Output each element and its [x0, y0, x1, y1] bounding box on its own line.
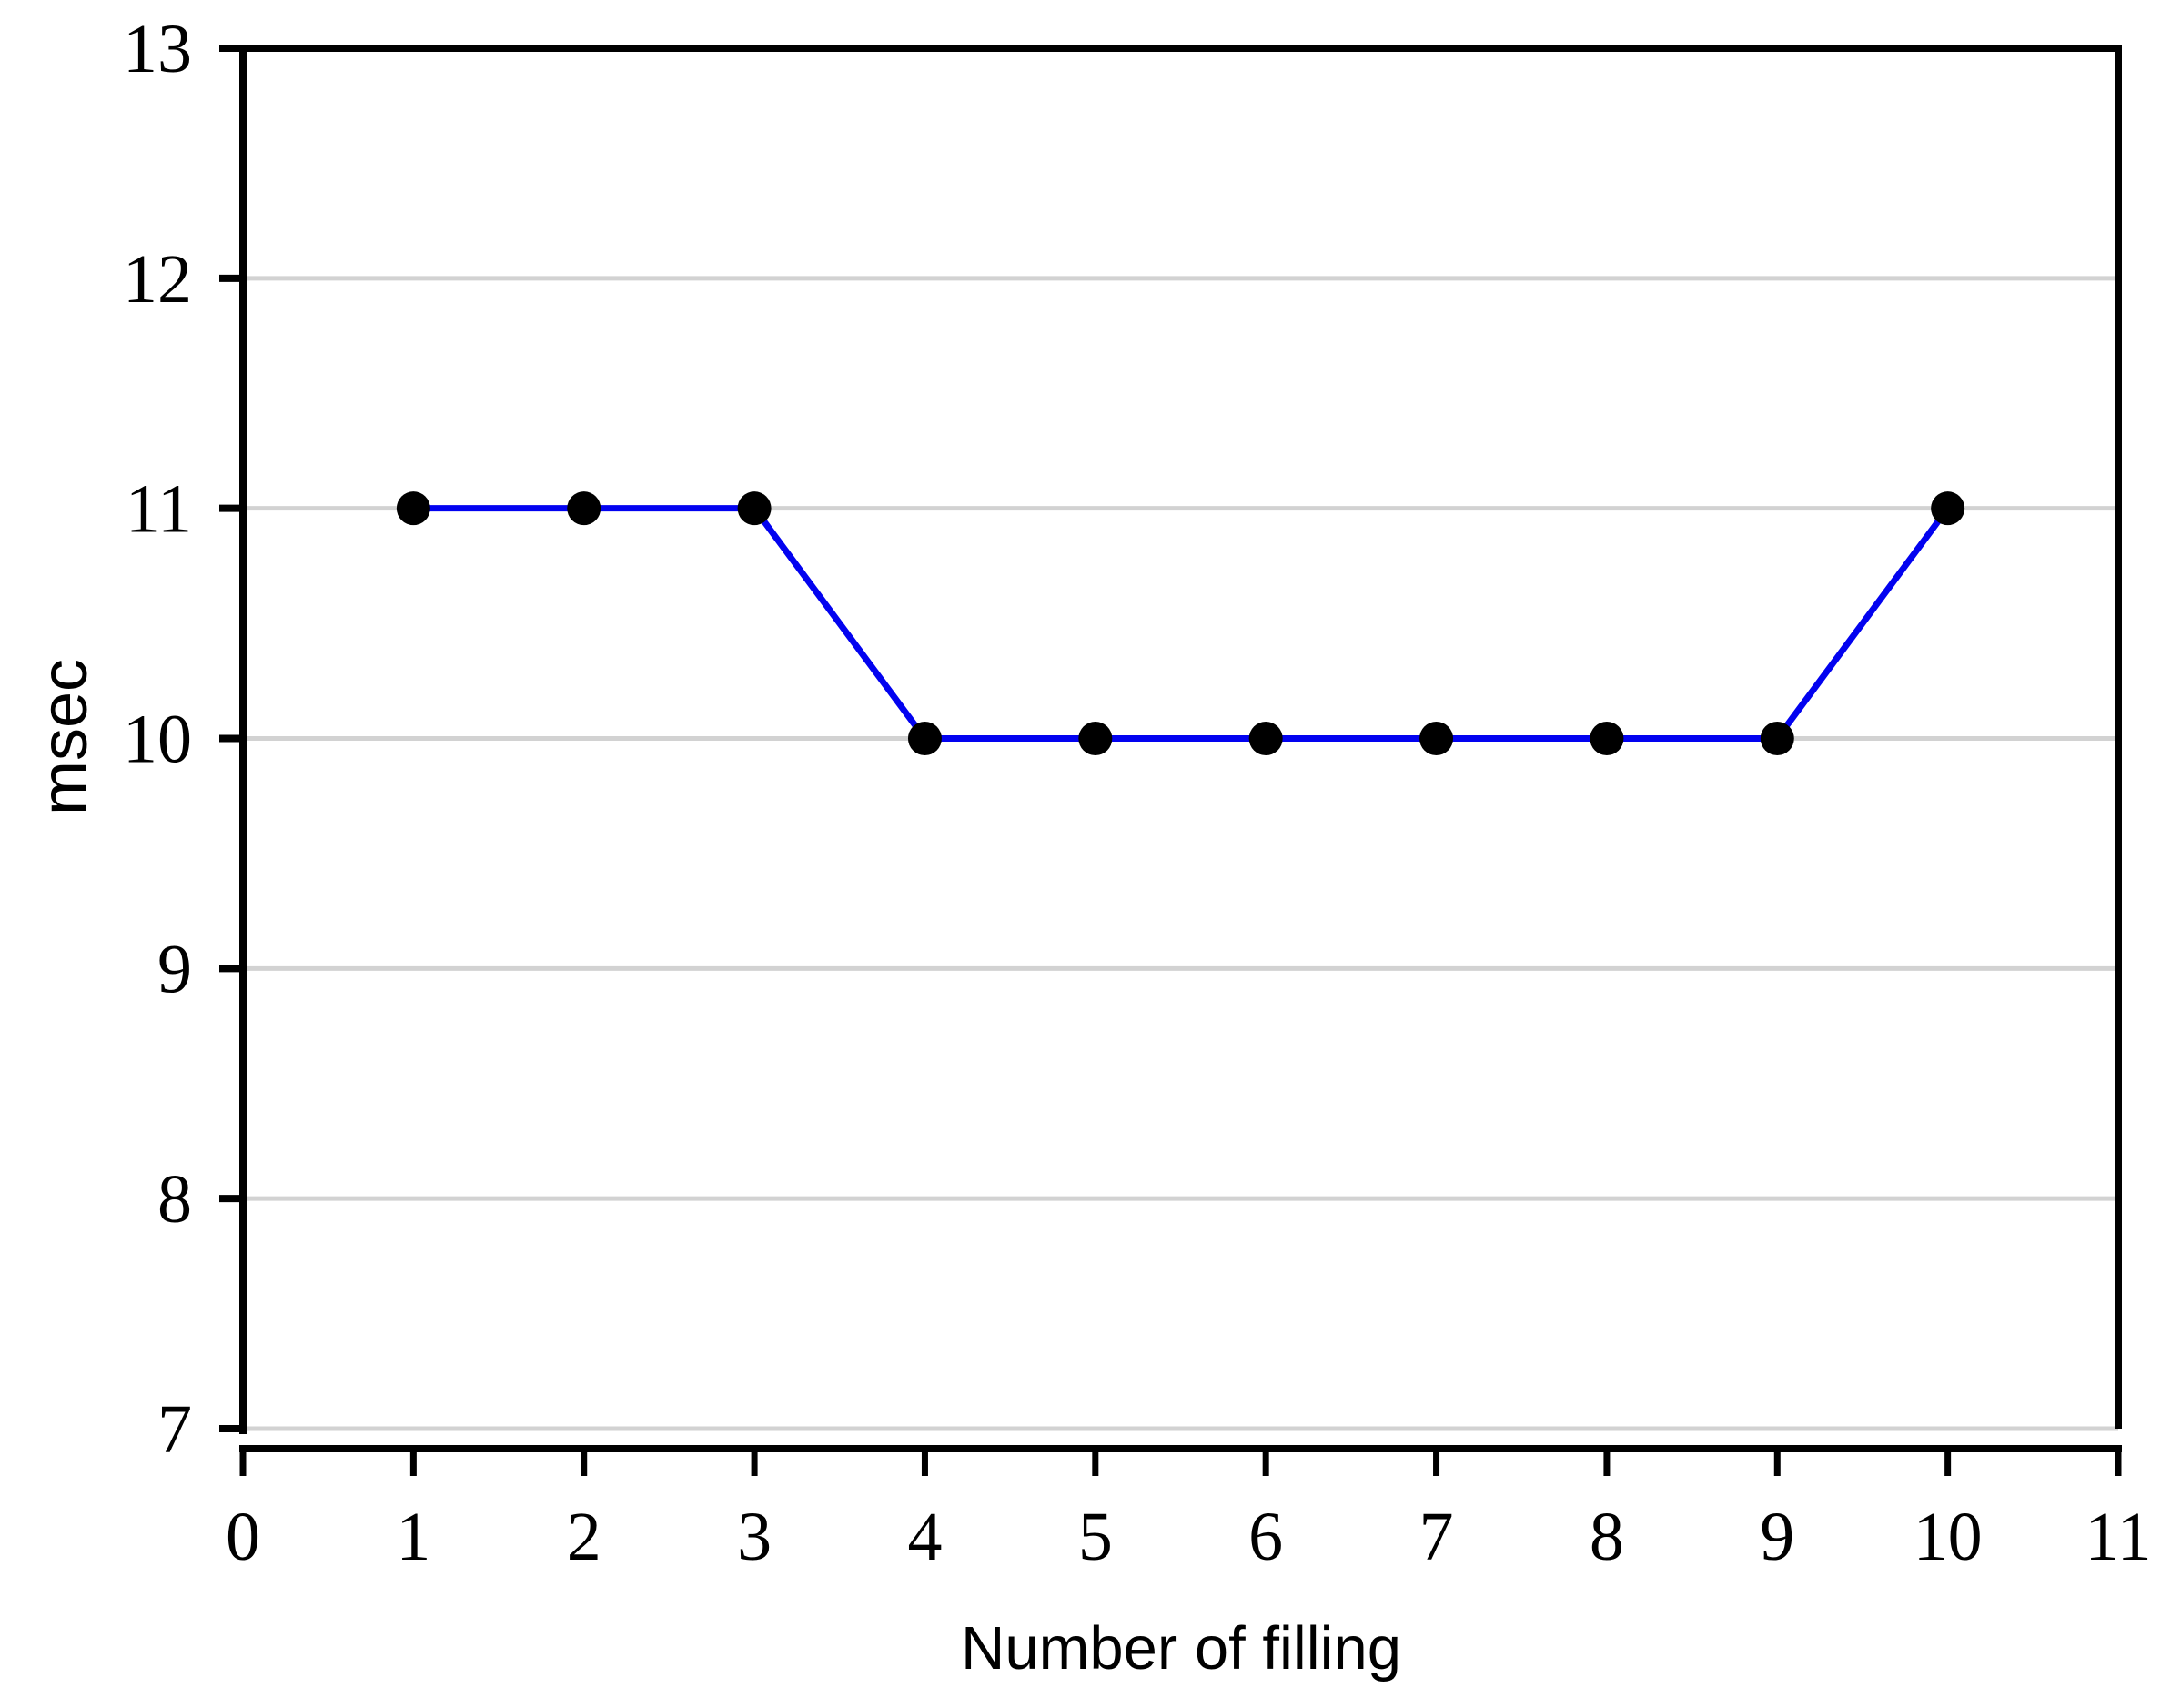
y-tick-label-7: 7 [157, 1391, 192, 1468]
x-tick-label-4: 4 [907, 1499, 942, 1575]
data-series-line [413, 505, 1951, 742]
y-tick-label-11: 11 [126, 471, 192, 548]
data-point-10 [1931, 491, 1965, 526]
data-point-1 [396, 491, 430, 526]
y-tick-label-13: 13 [123, 11, 192, 87]
data-point-2 [567, 491, 601, 526]
y-tick-label-12: 12 [123, 241, 192, 318]
x-tick-label-10: 10 [1914, 1499, 1983, 1575]
x-tick-label-7: 7 [1419, 1499, 1454, 1575]
x-tick-label-3: 3 [737, 1499, 772, 1575]
x-tick-label-1: 1 [396, 1499, 430, 1575]
x-tick-label-8: 8 [1590, 1499, 1624, 1575]
y-tick-label-9: 9 [157, 931, 192, 1007]
y-tick-label-8: 8 [157, 1161, 192, 1238]
x-tick-label-11: 11 [2085, 1499, 2151, 1575]
x-tick-label-9: 9 [1760, 1499, 1794, 1575]
x-tick-label-5: 5 [1078, 1499, 1113, 1575]
x-tick-label-0: 0 [226, 1499, 260, 1575]
x-axis-title: Number of filling [960, 1614, 1402, 1683]
x-tick-label-2: 2 [567, 1499, 601, 1575]
data-point-9 [1760, 722, 1794, 755]
data-point-6 [1248, 722, 1283, 755]
y-tick-label-10: 10 [123, 702, 192, 778]
data-point-7 [1419, 722, 1454, 755]
data-point-4 [907, 722, 942, 755]
data-point-3 [737, 491, 772, 526]
data-point-5 [1078, 722, 1113, 755]
x-tick-label-6: 6 [1248, 1499, 1283, 1575]
y-axis-title: msec [28, 658, 101, 816]
data-point-8 [1590, 722, 1624, 755]
